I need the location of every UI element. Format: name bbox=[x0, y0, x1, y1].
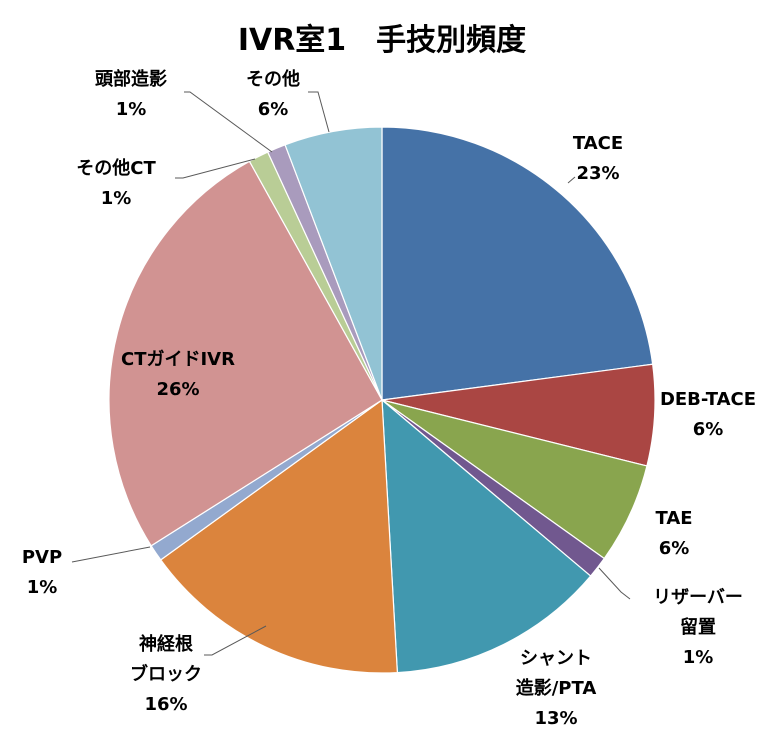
leader-line-3 bbox=[598, 567, 631, 600]
leader-line-9 bbox=[184, 91, 273, 153]
slice-percent-6: 1% bbox=[27, 577, 58, 598]
pie-slice-10 bbox=[284, 126, 383, 401]
slice-percent-4: 13% bbox=[534, 708, 577, 729]
leader-lines bbox=[71, 91, 631, 656]
slice-label-4-0: シャント bbox=[520, 648, 592, 669]
slice-label-3-0: リザーバー bbox=[653, 587, 743, 608]
slice-label-0-0: TACE bbox=[573, 133, 623, 154]
slice-label-5-1: ブロック bbox=[130, 663, 202, 685]
leader-line-6 bbox=[71, 546, 151, 563]
leader-line-8 bbox=[175, 158, 256, 179]
slice-percent-1: 6% bbox=[693, 419, 724, 440]
slice-percent-5: 16% bbox=[144, 694, 187, 715]
slice-percent-0: 23% bbox=[576, 163, 619, 184]
slice-percent-3: 1% bbox=[683, 647, 714, 668]
slice-label-8-0: その他CT bbox=[76, 157, 156, 179]
leader-line-10 bbox=[308, 91, 330, 133]
slice-label-4-1: 造影/PTA bbox=[516, 677, 597, 699]
pie-slices bbox=[108, 126, 656, 674]
slice-percent-10: 6% bbox=[258, 99, 289, 120]
slice-percent-9: 1% bbox=[116, 99, 147, 120]
slice-percent-8: 1% bbox=[101, 188, 132, 209]
slice-label-3-1: 留置 bbox=[680, 616, 716, 638]
slice-label-5-0: 神経根 bbox=[139, 633, 193, 655]
slice-percent-2: 6% bbox=[659, 538, 690, 559]
slice-percent-7: 26% bbox=[156, 379, 199, 400]
slice-label-1-0: DEB-TACE bbox=[660, 389, 756, 410]
pie-slice-0 bbox=[381, 126, 654, 401]
chart-title: IVR室1 手技別頻度 bbox=[238, 23, 526, 58]
slice-label-9-0: 頭部造影 bbox=[95, 68, 167, 90]
slice-label-7-0: CTガイドIVR bbox=[121, 349, 235, 370]
pie-slice-5 bbox=[159, 398, 399, 674]
pie-slice-4 bbox=[381, 398, 592, 674]
slice-label-10-0: その他 bbox=[246, 68, 300, 90]
slice-label-2-0: TAE bbox=[655, 508, 692, 529]
leader-line-0 bbox=[567, 176, 576, 184]
leader-line-5 bbox=[204, 625, 267, 656]
pie-slice-7 bbox=[108, 160, 383, 547]
slice-label-6-0: PVP bbox=[22, 547, 62, 568]
